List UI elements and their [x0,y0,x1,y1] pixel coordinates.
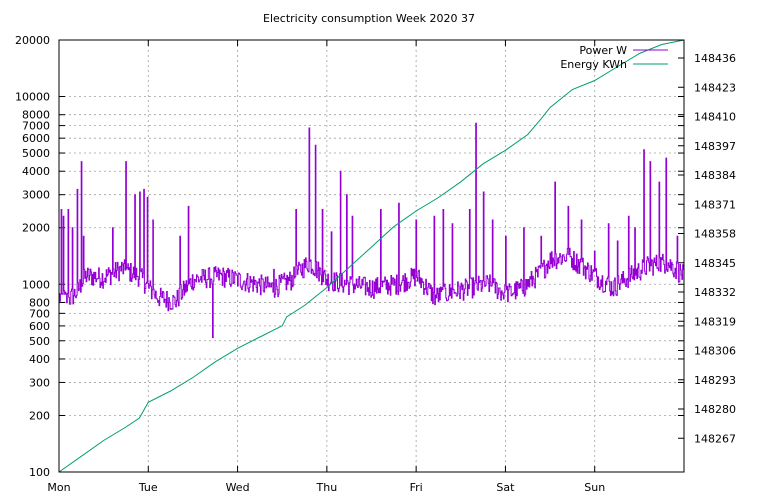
y-left-tick-label: 200 [29,409,50,422]
y-right-tick-label: 148436 [694,52,736,65]
y-left-tick-label: 20000 [15,34,50,47]
y-right-tick-label: 148397 [694,140,736,153]
y-axis-right: 148267 148280 148293 148306 148319 148332 1483… [678,52,736,445]
y-left-tick-label: 700 [29,307,50,320]
y-left-tick-label: 800 [29,296,50,309]
legend: Power W Energy KWh [560,44,668,71]
y-left-tick-label: 6000 [22,132,50,145]
x-tick-label: Sun [584,481,605,494]
y-left-tick-label: 400 [29,353,50,366]
y-right-tick-label: 148280 [694,403,736,416]
y-left-tick-label: 500 [29,335,50,348]
x-tick-label: Tue [138,481,158,494]
y-left-tick-label: 4000 [22,165,50,178]
y-left-tick-label: 8000 [22,109,50,122]
x-tick-label: Mon [47,481,70,494]
x-tick-label: Thu [316,481,338,494]
y-right-tick-label: 148423 [694,81,736,94]
series-energy-line [58,39,685,473]
y-right-tick-label: 148332 [694,286,736,299]
chart-title: Electricity consumption Week 2020 37 [263,12,475,25]
x-axis: Mon Tue Wed Thu Fri Sat Sun [47,40,605,494]
y-right-tick-label: 148319 [694,315,736,328]
y-right-tick-label: 148371 [694,198,736,211]
legend-label-power: Power W [579,44,627,57]
y-right-tick-label: 148410 [694,111,736,124]
y-left-tick-label: 10000 [15,91,50,104]
x-tick-label: Wed [226,481,250,494]
x-tick-label: Fri [410,481,423,494]
plot-frame [58,39,685,473]
y-right-tick-label: 148267 [694,432,736,445]
legend-label-energy: Energy KWh [560,58,627,71]
y-right-tick-label: 148384 [694,169,736,182]
y-left-tick-label: 5000 [22,147,50,160]
grid [59,40,684,472]
y-right-tick-label: 148306 [694,345,736,358]
y-left-tick-label: 3000 [22,189,50,202]
y-left-tick-label: 7000 [22,120,50,133]
y-right-tick-label: 148293 [694,374,736,387]
y-left-tick-label: 600 [29,320,50,333]
series-layer [58,39,685,473]
y-left-tick-label: 100 [29,466,50,479]
y-left-tick-label: 1000 [22,278,50,291]
y-left-tick-label: 300 [29,376,50,389]
y-right-tick-label: 148358 [694,228,736,241]
x-tick-label: Sat [496,481,515,494]
series-power-line [59,122,685,339]
y-left-tick-label: 2000 [22,222,50,235]
y-right-tick-label: 148345 [694,257,736,270]
